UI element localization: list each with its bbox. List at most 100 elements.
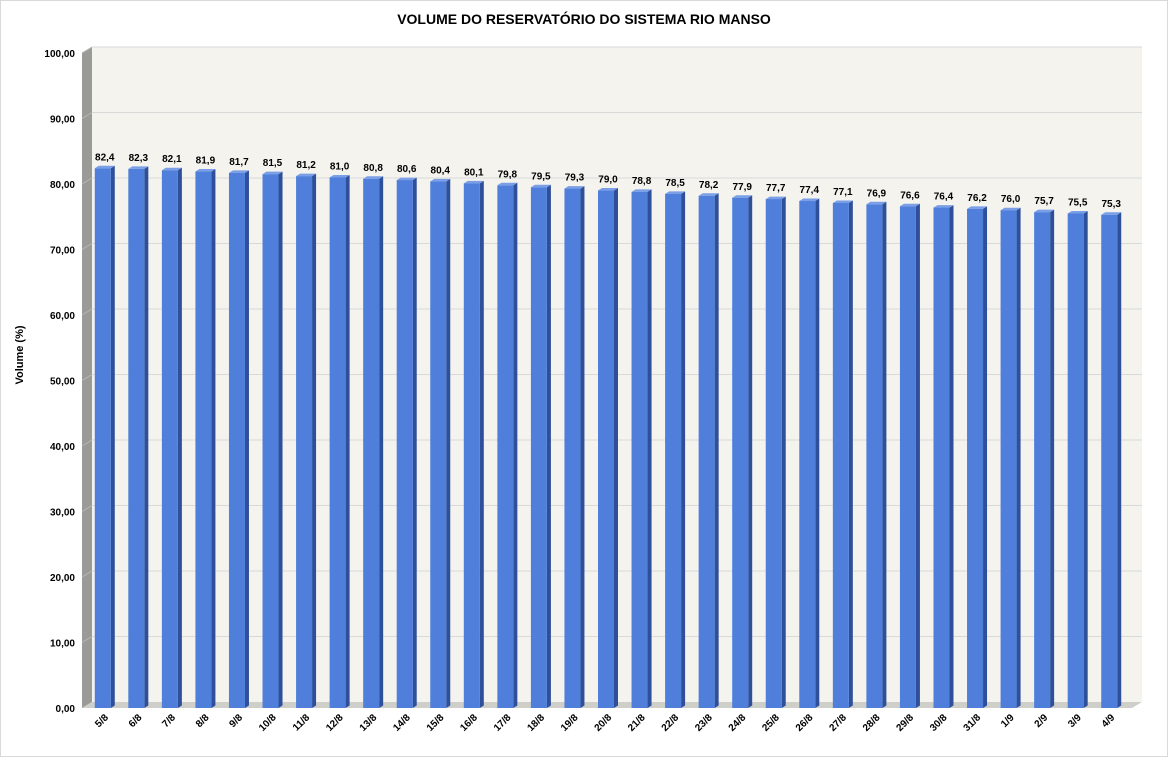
data-label: 79,3 (565, 173, 585, 184)
bar (329, 177, 346, 708)
bar-side (983, 206, 988, 708)
bar-top (329, 174, 350, 178)
bar-side (479, 180, 484, 709)
data-label: 77,4 (800, 185, 820, 196)
x-tick-label: 27/8 (827, 712, 849, 734)
bar (497, 185, 514, 708)
bar (1000, 210, 1017, 708)
bar-side (177, 167, 182, 708)
x-tick-label: 8/8 (194, 712, 212, 730)
data-label: 80,1 (464, 167, 484, 178)
bar-side (446, 178, 451, 708)
bar-side (345, 174, 350, 708)
y-tick-label: 60,00 (50, 311, 75, 322)
bar-top (463, 180, 484, 184)
data-label: 82,4 (95, 152, 115, 163)
bar-side (1050, 209, 1055, 709)
bar-side (379, 176, 384, 708)
gridline-side (81, 177, 93, 185)
x-tick-label: 5/8 (93, 712, 111, 730)
x-tick-label: 7/8 (160, 712, 178, 730)
bar (296, 176, 313, 708)
y-tick-label: 90,00 (50, 115, 75, 126)
bar (128, 168, 145, 708)
bar-side (647, 189, 652, 709)
data-label: 80,4 (431, 165, 451, 176)
bar-side (580, 186, 585, 708)
bar-top (698, 193, 719, 196)
data-label: 77,1 (833, 187, 853, 198)
y-tick-label: 50,00 (50, 377, 75, 388)
bar-side (681, 191, 686, 708)
bar-top (228, 170, 249, 173)
bar-top (262, 171, 283, 175)
y-tick-labels: 0,00 10,00 20,00 30,00 40,00 50,00 60,00 70,00 8… (44, 49, 75, 715)
x-tick-label: 14/8 (391, 712, 413, 734)
data-label: 76,0 (1001, 194, 1021, 205)
bar-side (110, 165, 115, 708)
data-label: 79,0 (598, 175, 618, 186)
data-label: 78,8 (632, 176, 652, 187)
x-tick-label: 28/8 (861, 712, 883, 734)
bar-side (412, 177, 417, 708)
bar-side (848, 200, 853, 708)
bar (1101, 214, 1118, 708)
bar-top (497, 182, 518, 186)
bar-side (915, 203, 920, 708)
bar-side (312, 173, 317, 708)
y-tick-label: 40,00 (50, 442, 75, 453)
y-tick-label: 100,00 (44, 49, 75, 60)
bar (94, 168, 111, 708)
bar-side (748, 195, 753, 708)
x-tick-label: 21/8 (626, 712, 648, 734)
bar-top (1000, 207, 1021, 211)
bar-side (244, 170, 249, 709)
bar (765, 199, 782, 708)
chart-title: VOLUME DO RESERVATÓRIO DO SISTEMA RIO MA… (397, 11, 771, 27)
bar-top (363, 176, 384, 179)
gridline-side (81, 505, 93, 512)
bar (899, 206, 916, 708)
x-tick-label: 1/9 (999, 712, 1017, 730)
x-tick-label: 22/8 (660, 712, 682, 734)
data-label: 75,5 (1068, 197, 1088, 208)
x-tick-label: 31/8 (962, 712, 984, 734)
bar (598, 190, 614, 709)
bar (631, 191, 648, 709)
bar-top (765, 196, 786, 200)
bar-side (882, 201, 887, 708)
bar (799, 201, 816, 708)
bar (195, 171, 212, 708)
y-tick-label: 10,00 (50, 639, 75, 650)
bar (530, 187, 547, 708)
data-label: 76,6 (900, 190, 920, 201)
data-label: 75,7 (1034, 196, 1054, 207)
bar (228, 172, 245, 709)
data-label: 78,2 (699, 180, 719, 191)
data-label: 76,9 (867, 188, 887, 199)
bar-top (933, 205, 954, 208)
data-label: 82,1 (162, 154, 182, 165)
x-tick-label: 6/8 (127, 712, 145, 730)
bar-side (211, 169, 216, 708)
bar-side (278, 171, 283, 709)
x-tick-label: 25/8 (760, 712, 782, 734)
data-label: 81,5 (263, 158, 283, 169)
bars (94, 165, 1122, 709)
data-label: 76,2 (967, 193, 987, 204)
bar-side (1083, 210, 1088, 708)
bar (866, 204, 883, 708)
x-tick-label: 20/8 (593, 712, 615, 734)
bar-side (781, 196, 786, 708)
bar-top (899, 203, 920, 207)
bar (161, 170, 178, 708)
bar (1034, 212, 1051, 709)
x-tick-label: 29/8 (895, 712, 917, 734)
data-label: 79,8 (498, 169, 518, 180)
bar-top (967, 206, 988, 209)
data-label: 81,0 (330, 161, 350, 172)
bar-top (94, 165, 115, 169)
bar-top (396, 177, 417, 181)
bar-top (195, 169, 216, 172)
bar-top (598, 188, 618, 191)
